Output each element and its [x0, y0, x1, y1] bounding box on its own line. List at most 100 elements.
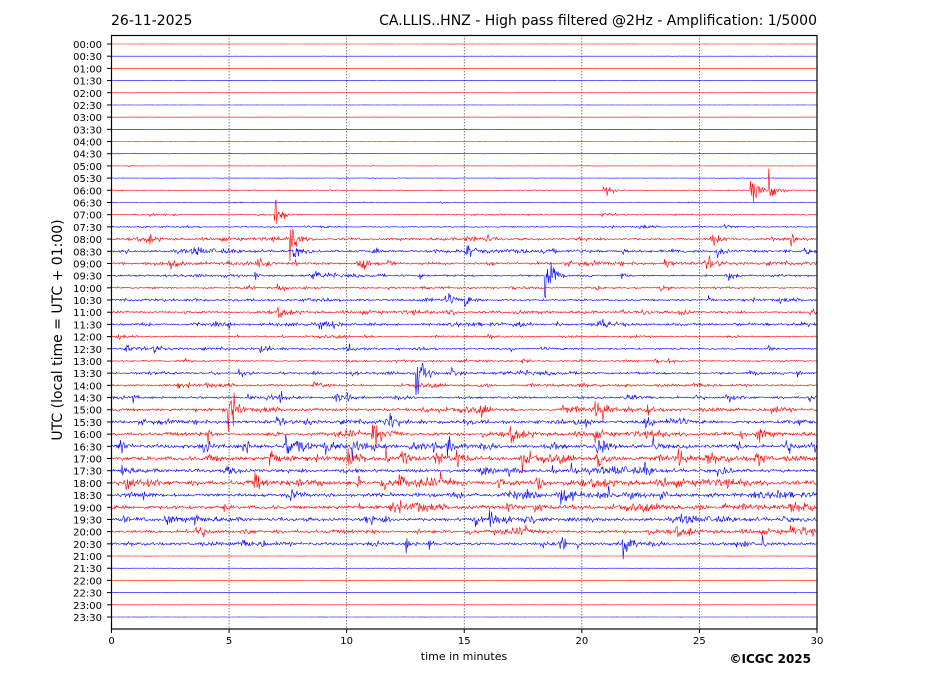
x-tick-label: 5 [226, 636, 232, 647]
trace-1830 [111, 485, 817, 505]
y-tick-label: 23:00 [73, 601, 102, 612]
y-tick-label: 16:00 [73, 430, 102, 441]
y-tick-label: 08:30 [73, 247, 102, 258]
y-tick-label: 01:00 [73, 64, 102, 75]
y-tick-label: 10:00 [73, 284, 102, 295]
y-tick-label: 18:30 [73, 491, 102, 502]
x-tick-label: 25 [693, 636, 706, 647]
trace-0930 [111, 262, 817, 299]
trace-1700 [111, 447, 817, 473]
trace-0630 [111, 201, 817, 204]
x-tick-label: 30 [811, 636, 824, 647]
y-tick-label: 12:30 [73, 345, 102, 356]
y-tick-label: 13:00 [73, 357, 102, 368]
y-tick-label: 22:00 [73, 576, 102, 587]
y-tick-label: 15:00 [73, 406, 102, 417]
trace-1000 [111, 283, 817, 292]
y-tick-label: 14:30 [73, 394, 102, 405]
y-tick-label: 07:00 [73, 211, 102, 222]
y-tick-label: 05:30 [73, 174, 102, 185]
y-tick-label: 14:00 [73, 381, 102, 392]
y-tick-label: 06:00 [73, 186, 102, 197]
traces [111, 43, 817, 618]
y-tick-label: 21:30 [73, 564, 102, 575]
trace-2030 [111, 534, 817, 560]
y-tick-label: 03:00 [73, 113, 102, 124]
y-tick-label: 01:30 [73, 77, 102, 88]
trace-0730 [111, 223, 817, 230]
plot-title: CA.LLIS..HNZ - High pass filtered @2Hz -… [379, 13, 817, 29]
y-tick-label: 19:30 [73, 515, 102, 526]
y-tick-label: 20:00 [73, 528, 102, 539]
y-tick-label: 23:30 [73, 613, 102, 624]
y-tick-label: 07:30 [73, 223, 102, 234]
y-tick-label: 02:30 [73, 101, 102, 112]
x-tick-label: 15 [458, 636, 471, 647]
y-tick-label: 17:00 [73, 455, 102, 466]
y-tick-label: 19:00 [73, 503, 102, 514]
y-tick-label: 05:00 [73, 162, 102, 173]
x-tick-label: 0 [108, 636, 114, 647]
trace-1200 [111, 333, 817, 341]
trace-1400 [111, 381, 817, 389]
trace-0500 [111, 165, 817, 167]
trace-1900 [111, 500, 817, 514]
trace-1230 [111, 343, 817, 354]
y-tick-label: 16:30 [73, 442, 102, 453]
y-tick-label: 17:30 [73, 467, 102, 478]
trace-1130 [111, 318, 817, 330]
y-tick-label: 04:00 [73, 138, 102, 149]
trace-1500 [111, 392, 817, 432]
x-axis-label: time in minutes [421, 650, 508, 663]
y-tick-label: 04:30 [73, 150, 102, 161]
trace-0600 [111, 168, 817, 203]
trace-1300 [111, 357, 817, 365]
y-tick-label: 09:00 [73, 259, 102, 270]
y-tick-label: 12:00 [73, 333, 102, 344]
y-tick-label: 21:00 [73, 552, 102, 563]
y-tick-label: 09:30 [73, 272, 102, 283]
y-tick-label: 10:30 [73, 296, 102, 307]
trace-2230 [111, 591, 817, 594]
trace-1730 [111, 461, 817, 477]
trace-2100 [111, 555, 817, 557]
y-tick-label: 22:30 [73, 589, 102, 600]
trace-1800 [111, 471, 817, 491]
trace-1530 [111, 413, 817, 429]
trace-1600 [111, 424, 817, 448]
y-tick-label: 03:30 [73, 125, 102, 136]
x-tick-label: 20 [575, 636, 588, 647]
trace-0900 [111, 255, 817, 270]
y-tick-label: 06:30 [73, 198, 102, 209]
trace-1430 [111, 391, 817, 404]
trace-0800 [111, 228, 817, 262]
y-tick-label: 18:00 [73, 479, 102, 490]
plot-date: 26-11-2025 [111, 13, 192, 29]
copyright: ©ICGC 2025 [729, 652, 811, 666]
y-tick-label: 20:30 [73, 540, 102, 551]
y-tick-label: 15:30 [73, 418, 102, 429]
y-tick-label: 00:00 [73, 40, 102, 51]
y-tick-label: 13:30 [73, 369, 102, 380]
y-tick-label: 11:00 [73, 308, 102, 319]
trace-0700 [111, 199, 817, 224]
y-tick-label: 00:30 [73, 52, 102, 63]
y-tick-label: 02:00 [73, 89, 102, 100]
x-tick-label: 10 [340, 636, 353, 647]
trace-1100 [111, 306, 817, 319]
trace-0530 [111, 177, 817, 179]
trace-1030 [111, 292, 817, 307]
y-axis-label: UTC (local time = UTC + 01:00) [50, 219, 66, 440]
trace-1930 [111, 509, 817, 528]
trace-1630 [111, 434, 817, 461]
trace-2130 [111, 567, 817, 569]
y-tick-label: 08:00 [73, 235, 102, 246]
y-tick-label: 11:30 [73, 320, 102, 331]
trace-2000 [111, 524, 817, 538]
trace-1330 [111, 362, 817, 396]
grid [228, 35, 700, 629]
x-axis: 0 5 10 15 20 25 30 [108, 629, 823, 647]
trace-0830 [111, 245, 817, 258]
